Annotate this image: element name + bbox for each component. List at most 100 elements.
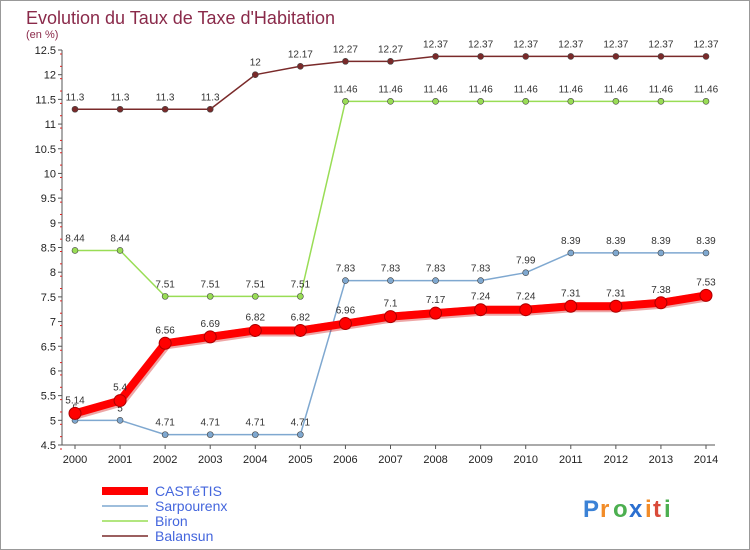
data-point [116, 247, 124, 254]
logo-letter: o [613, 496, 628, 523]
y-tick-label: 6.5 [41, 341, 56, 353]
data-label: 6.96 [336, 306, 356, 317]
data-point [387, 277, 394, 284]
data-label: 12.37 [648, 39, 673, 50]
data-point [477, 98, 484, 105]
data-label: 11.46 [604, 84, 629, 95]
y-tick-label: 5.5 [41, 391, 56, 403]
data-point [657, 249, 665, 257]
data-point [474, 303, 488, 317]
data-label: 12.37 [603, 39, 628, 50]
data-label: 11.46 [378, 84, 403, 95]
y-tick-label: 11 [45, 119, 56, 131]
x-tick-label: 2014 [694, 454, 718, 466]
data-point [477, 53, 484, 60]
y-tick-label: 12.5 [35, 45, 56, 57]
y-tick-label: 9 [50, 218, 56, 230]
y-tick-label: 5 [50, 415, 56, 427]
legend-label: Balansun [155, 528, 213, 544]
axes: 4.5 5 5.5 6 6.5 7 7.5 8 8.5 9 9.5 10 10.5 11 11.5 12 12.… [35, 45, 719, 466]
data-point [161, 293, 169, 300]
y-tick-label: 4.5 [41, 440, 56, 452]
data-point [432, 98, 439, 105]
legend-label: CASTéTIS [155, 483, 222, 499]
y-tick-label: 8.5 [41, 243, 56, 255]
data-point [206, 431, 214, 438]
data-label: 12.37 [513, 39, 538, 50]
data-label: 8.44 [65, 233, 85, 244]
data-point [206, 293, 214, 300]
y-tick-label: 10 [44, 168, 56, 180]
data-point [522, 269, 530, 276]
data-label: 12.37 [423, 39, 448, 50]
data-point [251, 431, 259, 438]
data-point [248, 323, 262, 337]
data-label: 8.44 [110, 233, 130, 244]
series-layer: 11.3 11.3 11.3 11.3 12 12.17 12.27 12.27 12.37 12… [65, 39, 719, 438]
logo-letter: t [653, 496, 661, 523]
x-tick-label: 2006 [333, 454, 357, 466]
data-point [702, 249, 710, 257]
data-label: 12 [250, 58, 262, 69]
data-point [432, 277, 439, 284]
data-label: 7.83 [381, 264, 401, 275]
x-tick-label: 2002 [153, 454, 177, 466]
data-point [203, 330, 217, 344]
data-point [293, 323, 307, 337]
logo-letter: i [664, 496, 671, 523]
data-label: 4.71 [200, 418, 220, 429]
y-tick-label: 7 [50, 317, 56, 329]
data-label: 4.71 [155, 418, 175, 429]
data-label: 6.56 [155, 325, 175, 336]
data-label: 4.71 [246, 418, 266, 429]
data-point [161, 105, 169, 113]
data-point [612, 98, 620, 105]
data-label: 7.51 [246, 279, 266, 290]
y-tick-label: 6 [50, 366, 56, 378]
data-label: 7.31 [606, 288, 626, 299]
data-point [116, 105, 124, 113]
logo-letter: P [583, 496, 599, 523]
data-point [297, 293, 304, 300]
data-point [654, 296, 668, 310]
series-3: 11.3 11.3 11.3 11.3 12 12.17 12.27 12.27 12.37 12… [66, 39, 719, 113]
data-label: 11.3 [111, 92, 130, 103]
data-label: 11.3 [201, 92, 220, 103]
data-point [699, 288, 713, 302]
logo-letter: x [629, 496, 643, 523]
data-label: 12.27 [333, 44, 358, 55]
data-point [387, 58, 394, 65]
data-label: 4.71 [291, 418, 311, 429]
data-point [71, 105, 79, 113]
data-point [116, 417, 124, 424]
data-point [342, 58, 349, 65]
data-label: 7.83 [426, 264, 446, 275]
data-label: 6.69 [200, 319, 220, 330]
chart-ylabel: (en %) [26, 29, 58, 41]
chart-title: Evolution du Taux de Taxe d'Habitation [26, 8, 335, 28]
data-label: 12.37 [558, 39, 583, 50]
data-label: 11.46 [649, 84, 674, 95]
x-tick-label: 2004 [243, 454, 267, 466]
data-label: 12.17 [288, 49, 313, 60]
data-label: 12.37 [468, 39, 493, 50]
data-point [657, 98, 665, 105]
data-label: 7.83 [471, 264, 491, 275]
data-point [161, 431, 169, 438]
data-point [567, 98, 575, 105]
x-tick-label: 2013 [649, 454, 673, 466]
data-point [384, 310, 397, 324]
x-tick-label: 2001 [108, 454, 132, 466]
data-label: 8.39 [561, 236, 581, 247]
x-tick-label: 2000 [63, 454, 87, 466]
data-point [609, 299, 623, 313]
y-tick-label: 8 [50, 267, 56, 279]
data-label: 7.38 [651, 285, 671, 296]
data-label: 7.83 [336, 264, 356, 275]
data-point [342, 277, 349, 284]
data-label: 8.39 [696, 236, 716, 247]
data-point [564, 299, 578, 313]
